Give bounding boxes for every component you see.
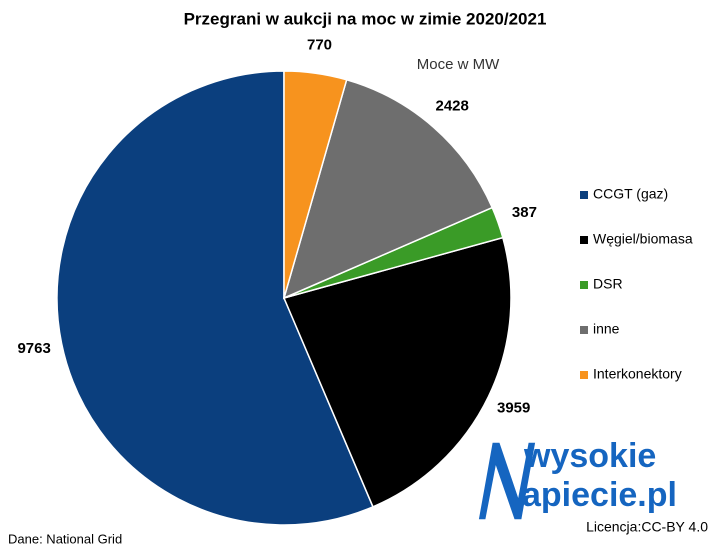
legend-swatch [580, 281, 588, 289]
pie-slice [282, 236, 512, 508]
legend-label: CCGT (gaz) [593, 186, 668, 202]
logo-mark [477, 441, 537, 521]
source-note: Dane: National Grid [8, 531, 122, 546]
pie-slice [282, 78, 494, 300]
legend-swatch [580, 326, 588, 334]
data-label: 387 [512, 204, 537, 221]
legend-swatch [580, 191, 588, 199]
data-label: 9763 [17, 340, 50, 357]
legend-label: DSR [593, 276, 623, 292]
pie-slice [283, 70, 348, 299]
legend-swatch [580, 236, 588, 244]
logo: wysokie apiecie.pl [477, 437, 677, 521]
chart-title: Przegrani w aukcji na moc w zimie 2020/2… [184, 9, 547, 28]
pie-slice [56, 70, 374, 526]
data-label: 770 [307, 36, 332, 53]
legend-label: Węgiel/biomasa [593, 231, 693, 247]
logo-text: wysokie [523, 437, 656, 475]
legend: CCGT (gaz) Węgiel/biomasa DSR inne Interkone… [580, 186, 693, 382]
chart-subtitle: Moce w MW [417, 56, 500, 73]
data-label: 2428 [436, 97, 469, 114]
legend-label: Interkonektory [593, 366, 682, 382]
data-label: 3959 [497, 400, 530, 417]
logo-text: apiecie.pl [522, 476, 677, 514]
legend-label: inne [593, 321, 620, 337]
pie [56, 70, 512, 526]
legend-swatch [580, 371, 588, 379]
license-note: Licencja:CC-BY 4.0 [586, 519, 708, 535]
